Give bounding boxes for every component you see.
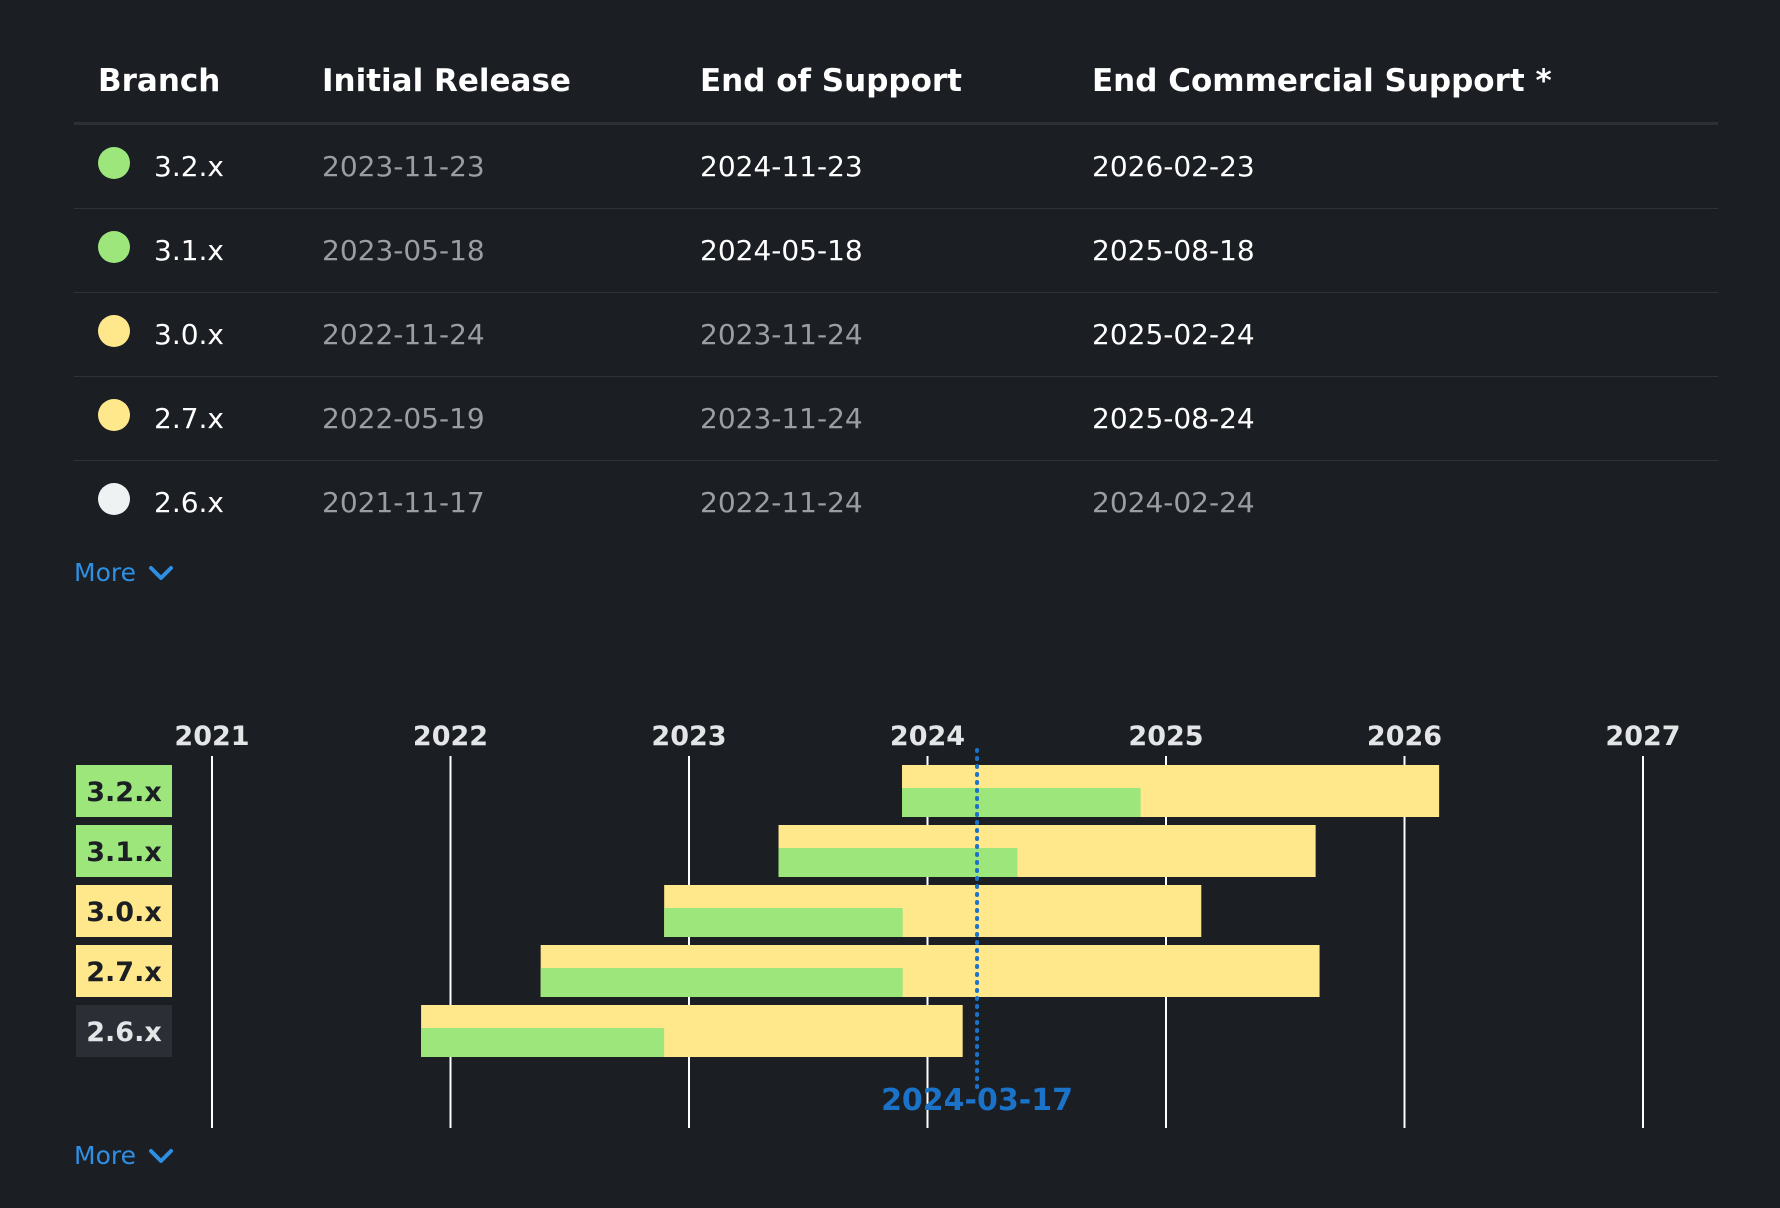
- year-tick-label: 2025: [1128, 721, 1203, 752]
- year-tick-label: 2024: [890, 721, 965, 752]
- end-commercial-support-cell: 2025-02-24: [1068, 293, 1718, 377]
- table-row: 3.1.x 2023-05-18 2024-05-18 2025-08-18: [74, 209, 1718, 293]
- branch-tag-label: 3.2.x: [86, 777, 162, 808]
- header-initial-release: Initial Release: [298, 40, 676, 124]
- oss-support-bar: [779, 848, 1018, 877]
- branch-cell: 3.0.x: [74, 293, 298, 377]
- oss-support-bar: [902, 788, 1141, 817]
- status-dot-icon: [98, 315, 130, 347]
- initial-release-cell: 2022-11-24: [298, 293, 676, 377]
- table-row: 2.6.x 2021-11-17 2022-11-24 2024-02-24: [74, 461, 1718, 545]
- initial-release-cell: 2021-11-17: [298, 461, 676, 545]
- branch-label: 3.2.x: [154, 150, 224, 183]
- year-tick-label: 2022: [413, 721, 488, 752]
- oss-support-bar: [421, 1028, 664, 1057]
- branch-cell: 2.6.x: [74, 461, 298, 545]
- table-row: 3.0.x 2022-11-24 2023-11-24 2025-02-24: [74, 293, 1718, 377]
- chevron-down-icon: [148, 565, 174, 581]
- support-timeline-chart: 2021 2022 2023 2024 2025 2026 2027 3.2.x 3.1.x 3.…: [0, 700, 1780, 1140]
- end-of-support-cell: 2022-11-24: [676, 461, 1068, 545]
- branch-tag-label: 2.6.x: [86, 1017, 162, 1048]
- branch-tag-label: 3.0.x: [86, 897, 162, 928]
- end-commercial-support-cell: 2025-08-18: [1068, 209, 1718, 293]
- release-table: Branch Initial Release End of Support En…: [74, 40, 1718, 544]
- table-row: 2.7.x 2022-05-19 2023-11-24 2025-08-24: [74, 377, 1718, 461]
- branch-cell: 3.1.x: [74, 209, 298, 293]
- oss-support-bar: [664, 908, 903, 937]
- initial-release-cell: 2023-11-23: [298, 124, 676, 209]
- table-header-row: Branch Initial Release End of Support En…: [74, 40, 1718, 124]
- header-end-commercial-support: End Commercial Support *: [1068, 40, 1718, 124]
- year-tick-label: 2027: [1605, 721, 1680, 752]
- branch-tag-label: 2.7.x: [86, 957, 162, 988]
- initial-release-cell: 2022-05-19: [298, 377, 676, 461]
- year-tick-label: 2021: [174, 721, 249, 752]
- year-tick-label: 2023: [651, 721, 726, 752]
- end-commercial-support-cell: 2026-02-23: [1068, 124, 1718, 209]
- branch-label: 3.1.x: [154, 234, 224, 267]
- status-dot-icon: [98, 231, 130, 263]
- branch-label: 2.6.x: [154, 486, 224, 519]
- status-dot-icon: [98, 483, 130, 515]
- status-dot-icon: [98, 147, 130, 179]
- branch-cell: 2.7.x: [74, 377, 298, 461]
- chevron-down-icon: [148, 1148, 174, 1164]
- initial-release-cell: 2023-05-18: [298, 209, 676, 293]
- branch-tag-label: 3.1.x: [86, 837, 162, 868]
- year-tick-label: 2026: [1367, 721, 1442, 752]
- support-table-section: Branch Initial Release End of Support En…: [74, 40, 1718, 544]
- branch-label: 3.0.x: [154, 318, 224, 351]
- header-end-of-support: End of Support: [676, 40, 1068, 124]
- branch-label: 2.7.x: [154, 402, 224, 435]
- more-table-link[interactable]: More: [74, 558, 174, 587]
- end-of-support-cell: 2024-05-18: [676, 209, 1068, 293]
- more-chart-label: More: [74, 1141, 136, 1170]
- end-of-support-cell: 2024-11-23: [676, 124, 1068, 209]
- status-dot-icon: [98, 399, 130, 431]
- more-table-label: More: [74, 558, 136, 587]
- header-branch: Branch: [74, 40, 298, 124]
- branch-cell: 3.2.x: [74, 124, 298, 209]
- table-row: 3.2.x 2023-11-23 2024-11-23 2026-02-23: [74, 124, 1718, 209]
- end-of-support-cell: 2023-11-24: [676, 293, 1068, 377]
- today-date-label: 2024-03-17: [881, 1083, 1073, 1118]
- oss-support-bar: [541, 968, 903, 997]
- timeline-svg: 2021 2022 2023 2024 2025 2026 2027 3.2.x 3.1.x 3.…: [0, 700, 1780, 1140]
- more-chart-link[interactable]: More: [74, 1141, 174, 1170]
- end-commercial-support-cell: 2025-08-24: [1068, 377, 1718, 461]
- end-of-support-cell: 2023-11-24: [676, 377, 1068, 461]
- end-commercial-support-cell: 2024-02-24: [1068, 461, 1718, 545]
